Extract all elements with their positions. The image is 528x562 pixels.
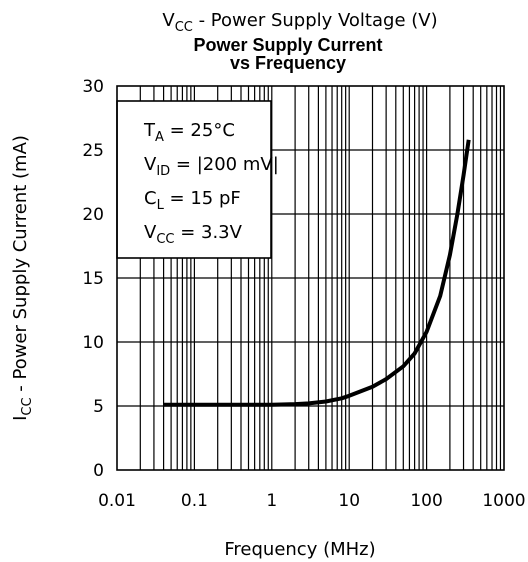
chart-title-line1: Power Supply Current	[193, 35, 382, 55]
y-tick-label: 10	[82, 333, 104, 353]
y-tick-label: 15	[82, 269, 104, 289]
tick-labels: 0.01 0.1 1 10 100 1000 0 5 10 15 20 25 30	[82, 77, 525, 511]
x-tick-label: 1000	[482, 491, 525, 511]
x-axis-label: Frequency (MHz)	[224, 539, 375, 560]
chart-title-line2: vs Frequency	[230, 53, 346, 73]
y-tick-label: 0	[93, 461, 104, 481]
plot-frame	[116, 85, 505, 471]
legend-text: TA = 25°C	[143, 120, 235, 145]
legend-text: VID = |200 mV|	[144, 154, 279, 179]
x-tick-label: 0.1	[181, 491, 208, 511]
legend-text: VCC = 3.3V	[144, 222, 243, 247]
x-tick-label: 10	[338, 491, 360, 511]
series-layer	[163, 139, 471, 407]
series-line	[163, 139, 471, 407]
legend-text: CL = 15 pF	[144, 188, 241, 213]
x-tick-label: 100	[410, 491, 442, 511]
top-axis-label: VCC - Power Supply Voltage (V)	[162, 10, 437, 35]
legend-frame	[116, 100, 272, 259]
y-axis-label: ICC - Power Supply Current (mA)	[10, 135, 35, 421]
x-tick-label: 0.01	[98, 491, 136, 511]
y-tick-label: 25	[82, 141, 104, 161]
y-tick-label: 20	[82, 205, 104, 225]
legend-box: TA = 25°C VID = |200 mV| CL = 15 pF VCC = 3…	[116, 100, 279, 259]
x-tick-label: 1	[266, 491, 277, 511]
y-tick-label: 5	[93, 397, 104, 417]
y-tick-label: 30	[82, 77, 104, 97]
